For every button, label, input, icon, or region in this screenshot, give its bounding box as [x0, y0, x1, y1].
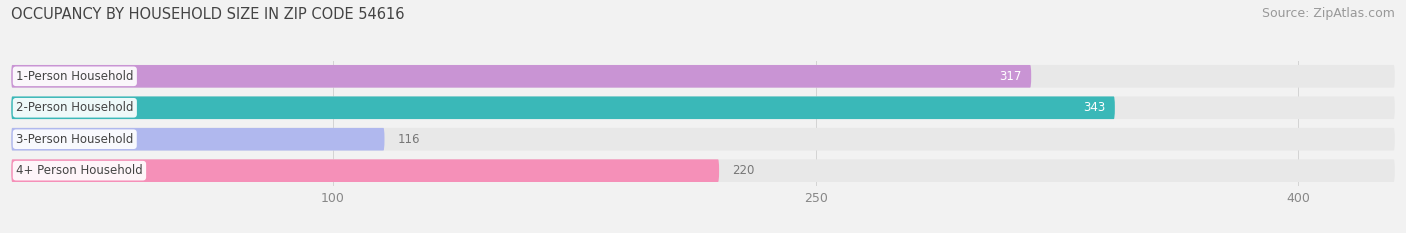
FancyBboxPatch shape — [11, 159, 718, 182]
Text: OCCUPANCY BY HOUSEHOLD SIZE IN ZIP CODE 54616: OCCUPANCY BY HOUSEHOLD SIZE IN ZIP CODE … — [11, 7, 405, 22]
Text: 2-Person Household: 2-Person Household — [15, 101, 134, 114]
Text: 317: 317 — [1000, 70, 1022, 83]
Text: Source: ZipAtlas.com: Source: ZipAtlas.com — [1261, 7, 1395, 20]
FancyBboxPatch shape — [11, 128, 384, 151]
FancyBboxPatch shape — [11, 159, 1395, 182]
FancyBboxPatch shape — [11, 96, 1395, 119]
FancyBboxPatch shape — [11, 65, 1395, 88]
Text: 1-Person Household: 1-Person Household — [15, 70, 134, 83]
FancyBboxPatch shape — [11, 128, 1395, 151]
Text: 343: 343 — [1083, 101, 1105, 114]
FancyBboxPatch shape — [11, 96, 1115, 119]
FancyBboxPatch shape — [11, 65, 1031, 88]
Text: 116: 116 — [398, 133, 420, 146]
Text: 4+ Person Household: 4+ Person Household — [15, 164, 143, 177]
Text: 3-Person Household: 3-Person Household — [15, 133, 134, 146]
Text: 220: 220 — [733, 164, 755, 177]
